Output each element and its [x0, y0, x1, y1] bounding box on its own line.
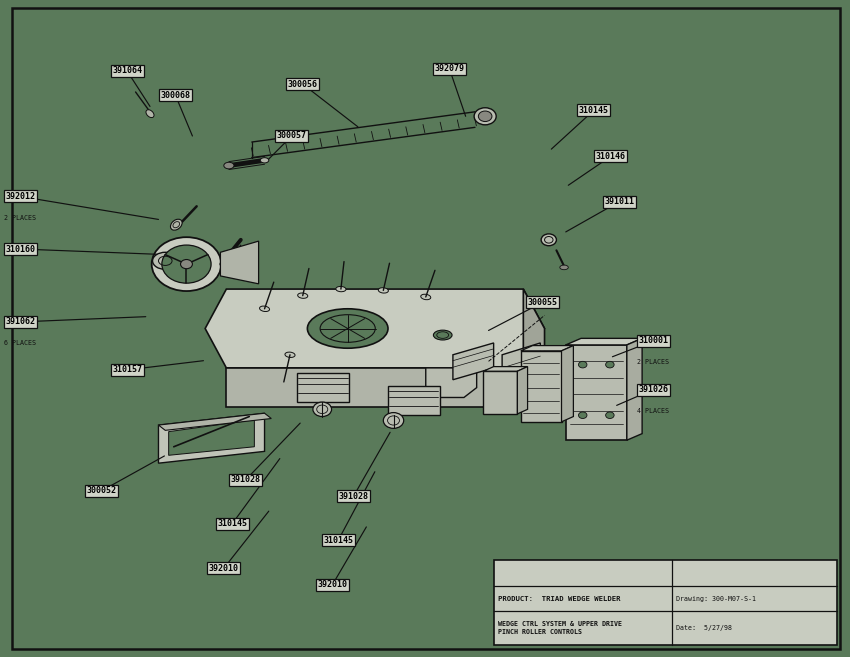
Polygon shape — [226, 368, 524, 407]
Ellipse shape — [541, 234, 557, 246]
Ellipse shape — [421, 294, 431, 300]
Ellipse shape — [146, 110, 154, 118]
Text: 391028: 391028 — [231, 475, 261, 484]
Text: PRODUCT:  TRIAD WEDGE WELDER: PRODUCT: TRIAD WEDGE WELDER — [498, 595, 620, 602]
Text: 300055: 300055 — [528, 298, 558, 307]
Ellipse shape — [474, 108, 496, 125]
Ellipse shape — [298, 293, 308, 298]
Polygon shape — [566, 338, 642, 345]
Ellipse shape — [378, 288, 388, 293]
Polygon shape — [521, 346, 574, 351]
Ellipse shape — [579, 412, 587, 419]
Ellipse shape — [383, 413, 404, 428]
Text: 310146: 310146 — [596, 152, 626, 161]
Text: 392079: 392079 — [434, 64, 464, 74]
Ellipse shape — [313, 402, 332, 417]
Text: 391062: 391062 — [5, 317, 35, 327]
Text: 300056: 300056 — [287, 79, 318, 89]
Ellipse shape — [434, 330, 452, 340]
Polygon shape — [524, 289, 545, 368]
Text: 310160: 310160 — [5, 244, 35, 254]
Text: 310145: 310145 — [579, 106, 609, 115]
Text: 2 PLACES: 2 PLACES — [638, 359, 669, 365]
Polygon shape — [484, 367, 528, 371]
Ellipse shape — [336, 286, 346, 292]
Bar — [566, 345, 626, 440]
Text: WEDGE CTRL SYSTEM & UPPER DRIVE
PINCH ROLLER CONTROLS: WEDGE CTRL SYSTEM & UPPER DRIVE PINCH RO… — [498, 621, 622, 635]
Polygon shape — [453, 343, 494, 380]
Text: 310145: 310145 — [323, 535, 354, 545]
Text: 300057: 300057 — [277, 131, 307, 141]
Polygon shape — [426, 368, 477, 397]
Polygon shape — [518, 367, 528, 414]
Polygon shape — [158, 413, 271, 430]
Polygon shape — [626, 338, 642, 440]
Ellipse shape — [180, 260, 192, 269]
Text: 6 PLACES: 6 PLACES — [4, 340, 37, 346]
Bar — [297, 373, 349, 402]
Ellipse shape — [151, 237, 221, 291]
Polygon shape — [562, 346, 574, 422]
Text: 310145: 310145 — [218, 519, 247, 528]
Text: 391064: 391064 — [112, 66, 142, 76]
Polygon shape — [158, 413, 264, 463]
Text: 392010: 392010 — [317, 580, 348, 589]
Text: 310157: 310157 — [112, 365, 142, 374]
Polygon shape — [502, 343, 541, 374]
Text: 4 PLACES: 4 PLACES — [638, 408, 669, 414]
Ellipse shape — [152, 252, 178, 269]
Text: 310001: 310001 — [638, 336, 668, 346]
Bar — [484, 371, 518, 414]
Ellipse shape — [308, 309, 388, 348]
Ellipse shape — [171, 219, 182, 230]
Text: 2 PLACES: 2 PLACES — [4, 215, 37, 221]
Ellipse shape — [479, 111, 492, 122]
Ellipse shape — [224, 162, 234, 169]
Ellipse shape — [606, 361, 614, 368]
Text: 391028: 391028 — [338, 491, 369, 501]
Polygon shape — [220, 241, 258, 284]
Text: 391011: 391011 — [604, 197, 634, 206]
Polygon shape — [205, 289, 545, 368]
Text: 391026: 391026 — [638, 385, 668, 394]
Ellipse shape — [259, 306, 269, 311]
Bar — [388, 386, 440, 415]
Ellipse shape — [285, 352, 295, 357]
Text: 392012: 392012 — [5, 192, 35, 201]
Text: 392010: 392010 — [209, 564, 239, 573]
Text: 300052: 300052 — [87, 486, 116, 495]
Ellipse shape — [606, 412, 614, 419]
Ellipse shape — [162, 245, 211, 283]
Ellipse shape — [260, 158, 269, 163]
Bar — [521, 351, 562, 422]
Ellipse shape — [579, 361, 587, 368]
Text: Date:  5/27/98: Date: 5/27/98 — [676, 625, 732, 631]
Polygon shape — [168, 420, 254, 455]
Text: 300068: 300068 — [161, 91, 190, 100]
Text: Drawing: 300-M07-S-1: Drawing: 300-M07-S-1 — [676, 595, 756, 602]
Ellipse shape — [560, 265, 569, 270]
Bar — [494, 560, 837, 645]
